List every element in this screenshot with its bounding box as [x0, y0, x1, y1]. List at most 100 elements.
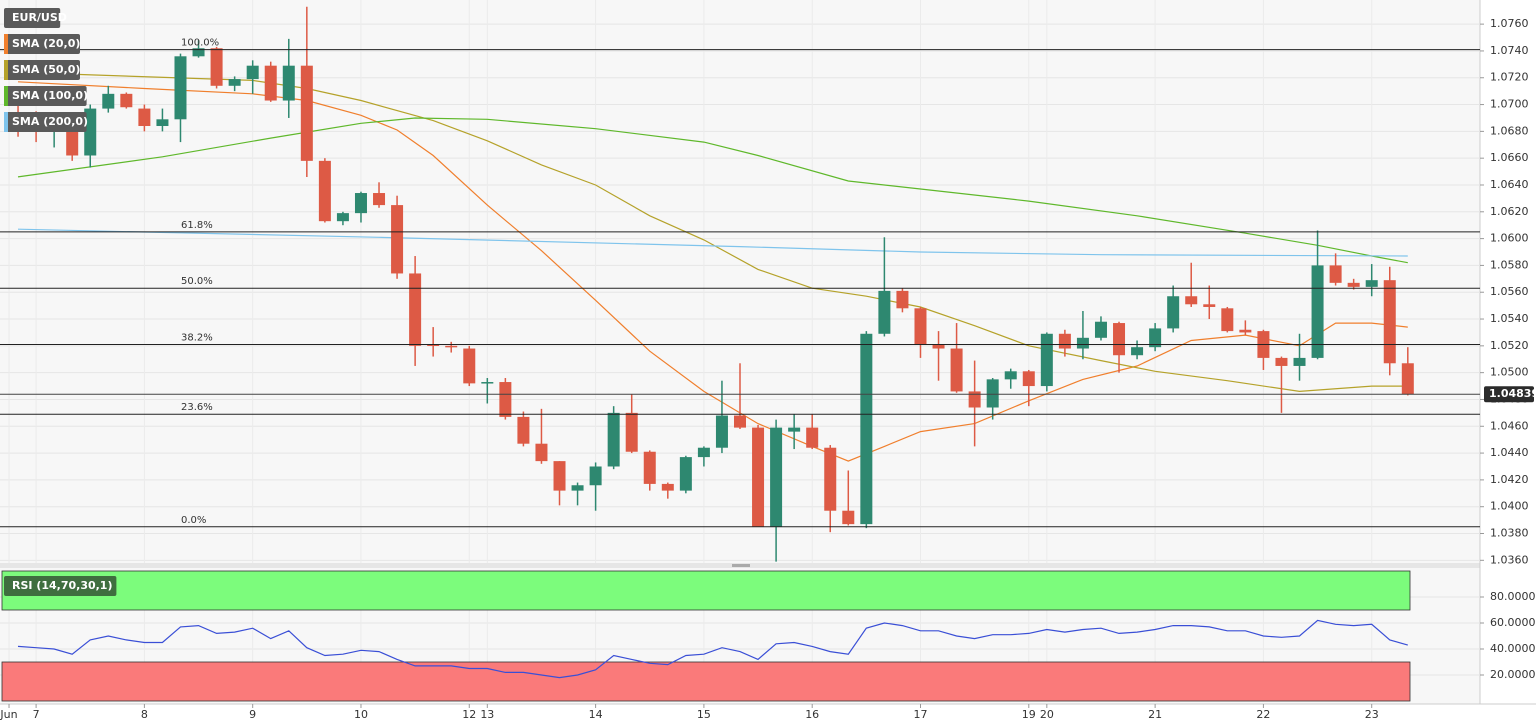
- candle-body: [1365, 280, 1378, 287]
- legend-label: EUR/USD: [12, 11, 67, 24]
- candle-body: [842, 510, 855, 525]
- candle-body: [138, 108, 151, 127]
- y-tick-label: 1.0440: [1490, 446, 1529, 459]
- candle-body: [625, 412, 638, 452]
- legend-box: [4, 576, 117, 596]
- candle-body: [1329, 265, 1342, 283]
- candle-body: [120, 93, 133, 108]
- candle-body: [445, 345, 458, 348]
- candle-body: [968, 391, 981, 408]
- y-tick-label: 60.0000: [1490, 616, 1536, 629]
- x-tick-label: 15: [697, 708, 711, 721]
- candle-body: [517, 416, 530, 444]
- candle-body: [1347, 282, 1360, 287]
- legend-label: SMA (50,0): [12, 63, 80, 76]
- candle-body: [1203, 304, 1216, 307]
- candle-body: [1293, 357, 1306, 366]
- candle-body: [770, 427, 783, 527]
- candle-body: [102, 93, 115, 109]
- y-tick-label: 1.0580: [1490, 258, 1529, 271]
- candle-body: [607, 412, 620, 467]
- candle-body: [824, 447, 837, 511]
- y-tick-label: 1.0460: [1490, 419, 1529, 432]
- candle-body: [1004, 371, 1017, 380]
- candle-body: [300, 65, 313, 161]
- candle-body: [499, 382, 512, 417]
- y-tick-label: 1.0520: [1490, 339, 1529, 352]
- candle-body: [715, 415, 728, 448]
- x-tick-label: 7: [33, 708, 40, 721]
- fib-label: 0.0%: [181, 515, 206, 526]
- legend-box: [4, 112, 87, 132]
- candle-body: [1401, 363, 1414, 395]
- legend-label: SMA (20,0): [12, 37, 80, 50]
- candle-body: [282, 65, 295, 101]
- legend-box: [4, 60, 80, 80]
- candle-body: [1149, 328, 1162, 348]
- candle-body: [1022, 371, 1035, 387]
- rsi-line: [17, 619, 1408, 679]
- candle-body: [1040, 333, 1053, 387]
- y-tick-label: 1.0360: [1490, 553, 1529, 566]
- candle-body: [409, 273, 422, 346]
- candle-body: [228, 79, 241, 86]
- candle-body: [860, 333, 873, 525]
- y-tick-label: 1.0660: [1490, 151, 1529, 164]
- candle-body: [932, 344, 945, 349]
- candle-body: [264, 65, 277, 101]
- candle-body: [427, 344, 440, 347]
- candle-body: [643, 451, 656, 484]
- fib-label: 61.8%: [181, 220, 213, 231]
- candle-body: [1275, 357, 1288, 366]
- candle-body: [896, 290, 909, 309]
- candle-body: [914, 308, 927, 345]
- legend-swatch: [4, 60, 8, 80]
- y-tick-label: 1.0700: [1490, 98, 1529, 111]
- y-tick-label: 1.0500: [1490, 366, 1529, 379]
- candle-body: [318, 160, 331, 222]
- y-tick-label: 1.0760: [1490, 17, 1529, 30]
- candle-body: [1076, 337, 1089, 349]
- candle-body: [878, 290, 891, 334]
- x-tick-label: 16: [805, 708, 819, 721]
- candle-body: [1383, 280, 1396, 364]
- oversold-zone: [1, 661, 1411, 702]
- x-tick-label: 19: [1022, 708, 1036, 721]
- legend-box: [4, 34, 80, 54]
- candle-body: [1239, 329, 1252, 333]
- x-tick-label: 22: [1256, 708, 1270, 721]
- divider-handle[interactable]: [732, 564, 750, 567]
- candle-body: [806, 427, 819, 448]
- candle-body: [1094, 321, 1107, 338]
- candle-body: [571, 485, 584, 491]
- legend-label: SMA (100,0): [12, 89, 88, 102]
- candle-body: [950, 348, 963, 392]
- fib-label: 38.2%: [181, 333, 213, 344]
- sma-line: [17, 117, 1408, 264]
- x-tick-label: 9: [249, 708, 256, 721]
- candle-body: [391, 205, 404, 274]
- candle-body: [553, 461, 566, 491]
- candle-body: [788, 427, 801, 432]
- legend-label: SMA (200,0): [12, 115, 88, 128]
- x-tick-label: Jun: [0, 708, 18, 721]
- fib-label: 23.6%: [181, 402, 213, 413]
- candle-body: [589, 466, 602, 486]
- sma-line: [17, 71, 1408, 393]
- candle-body: [336, 213, 349, 222]
- x-tick-label: 21: [1148, 708, 1162, 721]
- legend-box: [4, 86, 87, 106]
- y-tick-label: 1.0680: [1490, 124, 1529, 137]
- last-price-box: [1484, 386, 1534, 403]
- candle-body: [246, 65, 259, 80]
- x-tick-label: 12: [462, 708, 476, 721]
- candle-body: [463, 348, 476, 384]
- candle-body: [354, 193, 367, 214]
- y-tick-label: 1.0420: [1490, 473, 1529, 486]
- rsi-title: RSI (14,70,30,1): [12, 579, 112, 592]
- y-tick-label: 80.0000: [1490, 590, 1536, 603]
- fib-label: 50.0%: [181, 276, 213, 287]
- candle-body: [1058, 333, 1071, 349]
- y-tick-label: 20.0000: [1490, 668, 1536, 681]
